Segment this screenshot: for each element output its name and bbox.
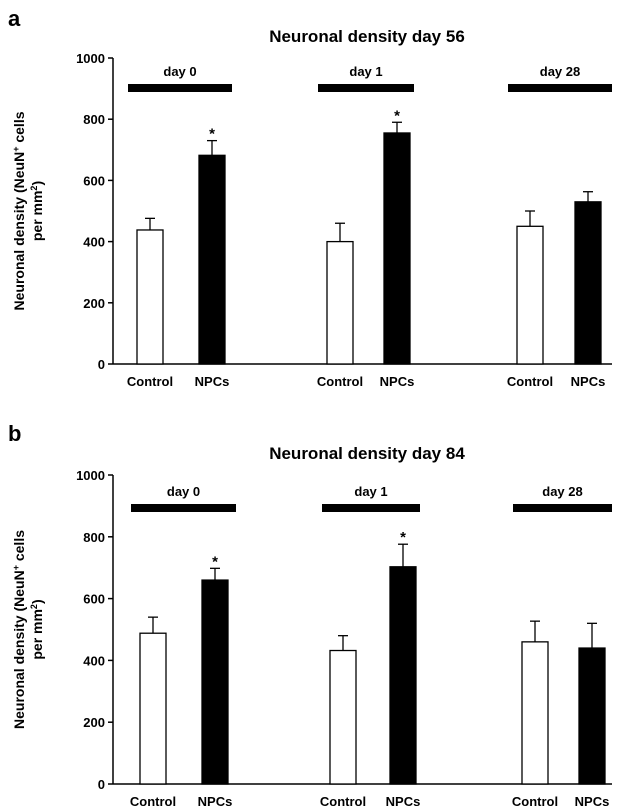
bar-control [326,240,354,365]
x-category-label: NPCs [386,794,421,809]
chart-title: Neuronal density day 56 [269,27,465,46]
group-bracket-bar [508,84,612,92]
y-tick-label: 200 [83,296,105,311]
bar-npcs [383,132,411,365]
y-tick-label: 0 [98,357,105,372]
y-tick-label: 1000 [76,468,105,483]
group-bracket-bar [513,504,612,512]
significance-star: * [209,126,215,143]
group-label: day 1 [349,64,382,79]
x-category-label: Control [130,794,176,809]
bar-npcs [578,647,606,785]
significance-star: * [394,107,400,124]
bar-control [516,225,544,365]
y-tick-label: 400 [83,235,105,250]
y-axis-label-line2: per mm2) [29,599,45,659]
x-category-label: NPCs [571,374,606,389]
y-axis-label-line1: Neuronal density (NeuN+ cells [11,111,27,310]
x-category-label: NPCs [575,794,610,809]
bar-control [329,649,357,785]
group-bracket-bar [131,504,236,512]
x-category-label: Control [512,794,558,809]
x-category-label: Control [320,794,366,809]
y-tick-label: 400 [83,653,105,668]
significance-star: * [400,529,406,546]
significance-star: * [212,553,218,570]
bar-npcs [201,579,229,785]
x-category-label: Control [127,374,173,389]
chart-panel-b: b Neuronal density day 84 Neuronal density… [8,421,612,809]
chart-title: Neuronal density day 84 [269,444,465,463]
x-category-label: NPCs [380,374,415,389]
panel-letter: a [8,6,21,31]
group-label: day 0 [163,64,196,79]
group-label: day 28 [542,484,582,499]
y-tick-label: 1000 [76,51,105,66]
bar-npcs [389,566,417,785]
x-category-label: NPCs [195,374,230,389]
panel-letter: b [8,421,21,446]
chart-panel-a: a Neuronal density day 56 Neuronal density… [8,6,612,389]
y-axis-label-line2: per mm2) [29,181,45,241]
bar-control [136,229,164,365]
bar-npcs [198,154,226,365]
y-tick-label: 800 [83,530,105,545]
group-label: day 0 [167,484,200,499]
y-axis-label-line1: Neuronal density (NeuN+ cells [11,530,27,729]
group-bracket-bar [322,504,420,512]
bar-npcs [574,201,602,365]
group-bracket-bar [128,84,232,92]
y-tick-label: 600 [83,173,105,188]
bar-control [139,632,167,785]
group-label: day 28 [540,64,580,79]
x-category-label: Control [507,374,553,389]
y-tick-label: 0 [98,777,105,792]
bar-control [521,641,549,785]
y-tick-label: 200 [83,715,105,730]
y-tick-label: 800 [83,112,105,127]
group-label: day 1 [354,484,387,499]
group-bracket-bar [318,84,414,92]
x-category-label: Control [317,374,363,389]
y-tick-label: 600 [83,592,105,607]
x-category-label: NPCs [198,794,233,809]
